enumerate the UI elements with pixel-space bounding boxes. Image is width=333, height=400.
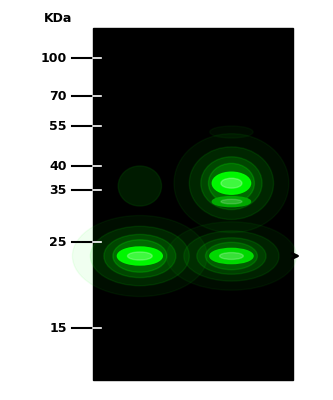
Bar — [93, 28, 293, 380]
Ellipse shape — [113, 240, 167, 272]
Text: 100: 100 — [40, 52, 67, 64]
Ellipse shape — [221, 199, 242, 204]
Ellipse shape — [104, 234, 176, 278]
Ellipse shape — [128, 252, 152, 260]
Ellipse shape — [72, 216, 207, 296]
Text: KDa: KDa — [44, 12, 73, 24]
Ellipse shape — [210, 248, 253, 264]
Text: 40: 40 — [49, 160, 67, 172]
Ellipse shape — [197, 238, 266, 274]
Ellipse shape — [221, 178, 242, 188]
Text: 55: 55 — [49, 120, 67, 132]
Ellipse shape — [184, 231, 279, 281]
Ellipse shape — [90, 226, 189, 286]
Text: 15: 15 — [49, 322, 67, 334]
Ellipse shape — [117, 247, 162, 265]
Text: A: A — [133, 9, 147, 27]
Ellipse shape — [174, 134, 289, 233]
Ellipse shape — [201, 157, 262, 210]
Text: 70: 70 — [49, 90, 67, 102]
Ellipse shape — [205, 242, 257, 270]
Ellipse shape — [219, 252, 243, 260]
Ellipse shape — [210, 126, 253, 138]
Ellipse shape — [118, 166, 162, 206]
Ellipse shape — [189, 147, 273, 220]
Text: 35: 35 — [49, 184, 67, 196]
Ellipse shape — [212, 172, 250, 194]
Text: B: B — [226, 9, 240, 27]
Ellipse shape — [212, 196, 250, 206]
Ellipse shape — [166, 222, 296, 290]
Text: 25: 25 — [49, 236, 67, 248]
Ellipse shape — [208, 163, 254, 203]
